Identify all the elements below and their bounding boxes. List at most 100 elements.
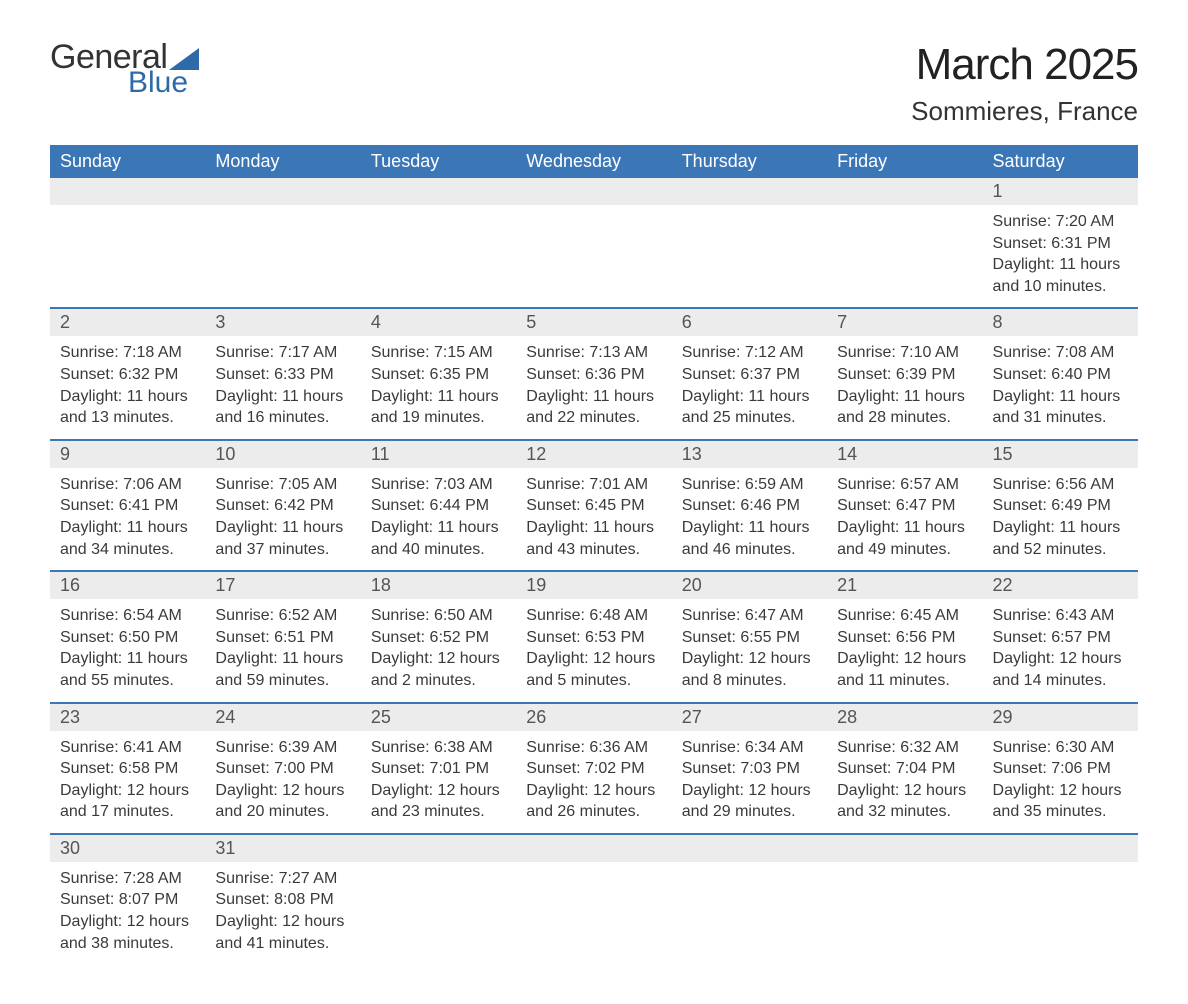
sunrise-line: Sunrise: 6:34 AM (682, 737, 817, 759)
sunset-line: Sunset: 6:42 PM (215, 495, 350, 517)
day-body (672, 205, 827, 297)
calendar-cell (361, 178, 516, 308)
day-body: Sunrise: 6:34 AMSunset: 7:03 PMDaylight:… (672, 731, 827, 833)
day-body: Sunrise: 6:32 AMSunset: 7:04 PMDaylight:… (827, 731, 982, 833)
sunset-line: Sunset: 7:01 PM (371, 758, 506, 780)
day-number: 17 (205, 572, 360, 599)
sunrise-line: Sunrise: 7:03 AM (371, 474, 506, 496)
day-body: Sunrise: 6:41 AMSunset: 6:58 PMDaylight:… (50, 731, 205, 833)
day-number: 2 (50, 309, 205, 336)
sunrise-line: Sunrise: 6:45 AM (837, 605, 972, 627)
sunset-line: Sunset: 6:45 PM (526, 495, 661, 517)
daylight-line: Daylight: 11 hours (526, 517, 661, 539)
sunrise-line: Sunrise: 6:48 AM (526, 605, 661, 627)
day-number (983, 835, 1138, 862)
sunrise-line: Sunrise: 6:43 AM (993, 605, 1128, 627)
sunset-line: Sunset: 6:57 PM (993, 627, 1128, 649)
daylight-line: and 49 minutes. (837, 539, 972, 561)
sunset-line: Sunset: 6:46 PM (682, 495, 817, 517)
daylight-line: Daylight: 11 hours (215, 517, 350, 539)
sunrise-line: Sunrise: 6:30 AM (993, 737, 1128, 759)
sunrise-line: Sunrise: 7:18 AM (60, 342, 195, 364)
brand-word-2: Blue (128, 68, 199, 98)
calendar-cell: 16Sunrise: 6:54 AMSunset: 6:50 PMDayligh… (50, 571, 205, 702)
brand-logo: General Blue (50, 40, 199, 98)
daylight-line: Daylight: 12 hours (682, 648, 817, 670)
day-number: 7 (827, 309, 982, 336)
calendar-cell: 27Sunrise: 6:34 AMSunset: 7:03 PMDayligh… (672, 703, 827, 834)
sunset-line: Sunset: 6:32 PM (60, 364, 195, 386)
day-body: Sunrise: 7:10 AMSunset: 6:39 PMDaylight:… (827, 336, 982, 438)
title-block: March 2025 Sommieres, France (911, 40, 1138, 127)
sunset-line: Sunset: 6:37 PM (682, 364, 817, 386)
day-number: 5 (516, 309, 671, 336)
calendar-cell: 17Sunrise: 6:52 AMSunset: 6:51 PMDayligh… (205, 571, 360, 702)
day-body (827, 862, 982, 954)
calendar-week-row: 16Sunrise: 6:54 AMSunset: 6:50 PMDayligh… (50, 571, 1138, 702)
calendar-cell: 2 Sunrise: 7:18 AMSunset: 6:32 PMDaylight… (50, 308, 205, 439)
day-number: 29 (983, 704, 1138, 731)
day-body: Sunrise: 7:01 AMSunset: 6:45 PMDaylight:… (516, 468, 671, 570)
day-number: 15 (983, 441, 1138, 468)
day-number (827, 178, 982, 205)
daylight-line: Daylight: 11 hours (993, 254, 1128, 276)
daylight-line: and 46 minutes. (682, 539, 817, 561)
day-body: Sunrise: 7:17 AMSunset: 6:33 PMDaylight:… (205, 336, 360, 438)
day-number (516, 835, 671, 862)
day-body (361, 205, 516, 297)
daylight-line: and 17 minutes. (60, 801, 195, 823)
calendar-cell: 20Sunrise: 6:47 AMSunset: 6:55 PMDayligh… (672, 571, 827, 702)
sunrise-line: Sunrise: 6:36 AM (526, 737, 661, 759)
daylight-line: Daylight: 12 hours (215, 911, 350, 933)
daylight-line: and 35 minutes. (993, 801, 1128, 823)
sunrise-line: Sunrise: 7:28 AM (60, 868, 195, 890)
sunset-line: Sunset: 6:58 PM (60, 758, 195, 780)
day-body: Sunrise: 6:52 AMSunset: 6:51 PMDaylight:… (205, 599, 360, 701)
calendar-week-row: 2 Sunrise: 7:18 AMSunset: 6:32 PMDaylight… (50, 308, 1138, 439)
calendar-cell: 10Sunrise: 7:05 AMSunset: 6:42 PMDayligh… (205, 440, 360, 571)
daylight-line: and 2 minutes. (371, 670, 506, 692)
sunset-line: Sunset: 7:02 PM (526, 758, 661, 780)
calendar-cell (361, 834, 516, 964)
day-body: Sunrise: 7:05 AMSunset: 6:42 PMDaylight:… (205, 468, 360, 570)
day-number: 22 (983, 572, 1138, 599)
calendar-cell: 13Sunrise: 6:59 AMSunset: 6:46 PMDayligh… (672, 440, 827, 571)
sunrise-line: Sunrise: 6:59 AM (682, 474, 817, 496)
day-body: Sunrise: 6:43 AMSunset: 6:57 PMDaylight:… (983, 599, 1138, 701)
calendar-cell: 21Sunrise: 6:45 AMSunset: 6:56 PMDayligh… (827, 571, 982, 702)
daylight-line: and 20 minutes. (215, 801, 350, 823)
daylight-line: Daylight: 12 hours (993, 780, 1128, 802)
day-body: Sunrise: 6:38 AMSunset: 7:01 PMDaylight:… (361, 731, 516, 833)
daylight-line: and 19 minutes. (371, 407, 506, 429)
day-body: Sunrise: 7:13 AMSunset: 6:36 PMDaylight:… (516, 336, 671, 438)
calendar-cell: 4Sunrise: 7:15 AMSunset: 6:35 PMDaylight… (361, 308, 516, 439)
day-number: 6 (672, 309, 827, 336)
calendar-cell (672, 834, 827, 964)
daylight-line: and 13 minutes. (60, 407, 195, 429)
day-number: 18 (361, 572, 516, 599)
sunrise-line: Sunrise: 7:17 AM (215, 342, 350, 364)
day-number: 8 (983, 309, 1138, 336)
sunset-line: Sunset: 6:56 PM (837, 627, 972, 649)
daylight-line: Daylight: 12 hours (215, 780, 350, 802)
daylight-line: Daylight: 11 hours (682, 517, 817, 539)
day-number: 31 (205, 835, 360, 862)
day-body: Sunrise: 6:48 AMSunset: 6:53 PMDaylight:… (516, 599, 671, 701)
daylight-line: and 22 minutes. (526, 407, 661, 429)
daylight-line: Daylight: 12 hours (60, 911, 195, 933)
day-body (983, 862, 1138, 954)
calendar-cell: 3Sunrise: 7:17 AMSunset: 6:33 PMDaylight… (205, 308, 360, 439)
day-body: Sunrise: 6:30 AMSunset: 7:06 PMDaylight:… (983, 731, 1138, 833)
title-location: Sommieres, France (911, 96, 1138, 127)
day-number (827, 835, 982, 862)
daylight-line: Daylight: 11 hours (837, 517, 972, 539)
daylight-line: Daylight: 11 hours (993, 517, 1128, 539)
calendar-cell: 6Sunrise: 7:12 AMSunset: 6:37 PMDaylight… (672, 308, 827, 439)
daylight-line: Daylight: 11 hours (60, 386, 195, 408)
day-body (361, 862, 516, 954)
daylight-line: Daylight: 12 hours (993, 648, 1128, 670)
calendar-cell: 18Sunrise: 6:50 AMSunset: 6:52 PMDayligh… (361, 571, 516, 702)
sunrise-line: Sunrise: 7:08 AM (993, 342, 1128, 364)
day-number (361, 178, 516, 205)
daylight-line: and 40 minutes. (371, 539, 506, 561)
